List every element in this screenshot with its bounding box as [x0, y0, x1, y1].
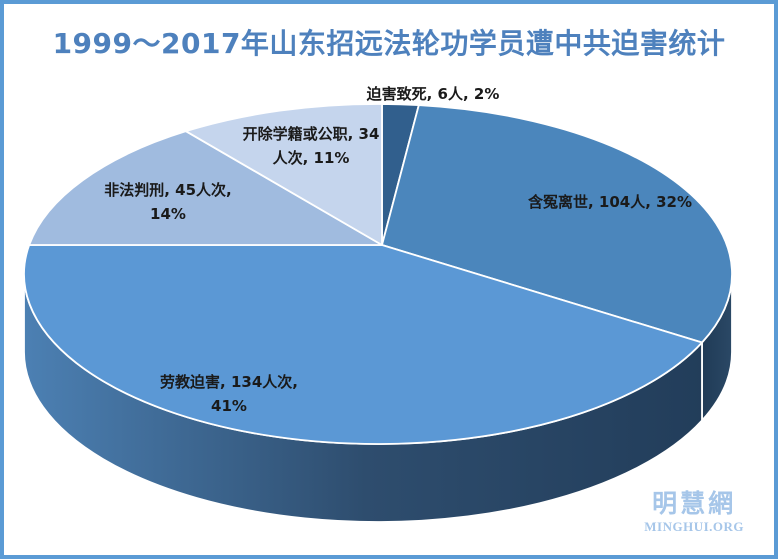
pie-slice-3 [28, 130, 383, 246]
slice-label-death: 迫害致死, 6人, 2% [366, 85, 500, 103]
minghui-logo-chinese: 明慧網 [652, 489, 737, 518]
chart-title: 1999～2017年山东招远法轮功学员遭中共迫害统计 [52, 27, 726, 60]
slice-label-illegal-sentence: 非法判刑, 45人次, 14% [104, 181, 232, 223]
pie-slice-4 [185, 103, 383, 246]
minghui-watermark: 明慧網 MINGHUI.ORG [644, 491, 744, 533]
minghui-logo-latin: MINGHUI.ORG [644, 519, 744, 534]
slice-label-labor-camp: 劳教迫害, 134人次, 41% [160, 373, 298, 415]
slice-label-expelled: 开除学籍或公职, 34 人次, 11% [242, 125, 380, 167]
slice-label-died-injustice: 含冤离世, 104人, 32% [527, 193, 693, 211]
pie-top-slices [23, 103, 733, 445]
pie-slice-2 [23, 244, 703, 445]
pie-slice-1 [381, 104, 733, 344]
